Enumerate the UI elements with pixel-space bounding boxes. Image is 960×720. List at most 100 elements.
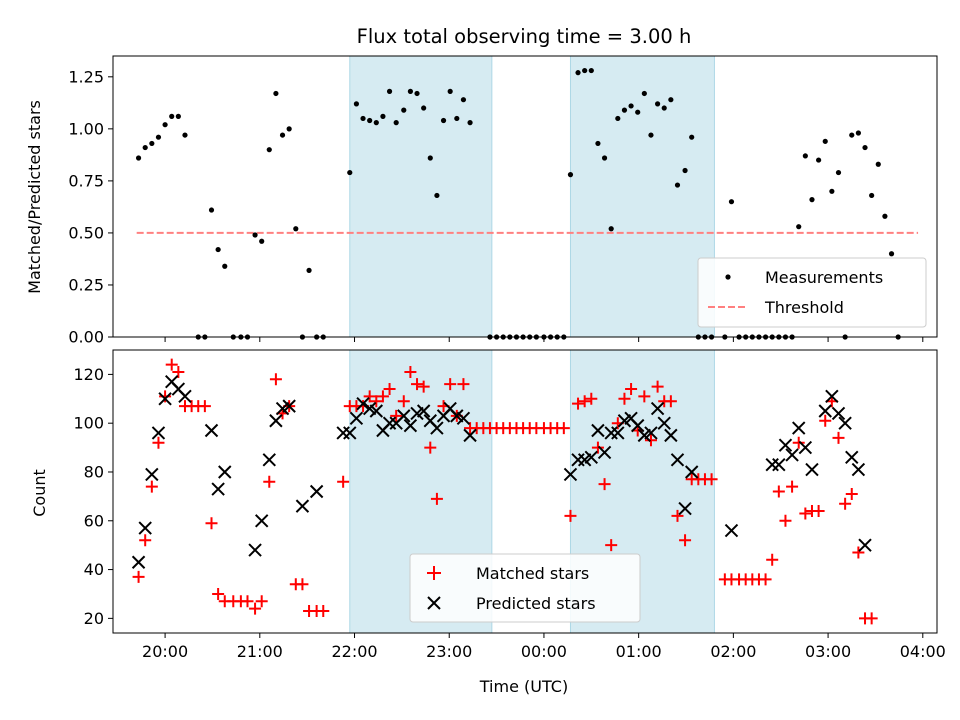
measurement-point [407, 88, 413, 94]
x-tick-label: 21:00 [237, 642, 283, 661]
measurement-point [367, 117, 373, 124]
predicted-star-point [218, 465, 232, 479]
shaded-interval-1 [349, 55, 493, 338]
measurement-point [149, 140, 155, 147]
matched-star-point [792, 436, 805, 449]
matched-star-point [786, 480, 799, 493]
predicted-star-point [684, 465, 699, 479]
matched-star-point [363, 390, 376, 403]
matched-star-point [705, 473, 718, 486]
chart-title: Flux total observing time = 3.00 h [357, 25, 692, 48]
matched-star-point [263, 475, 276, 488]
predicted-star-point [591, 423, 605, 438]
bottom-y-axis-label: Count [30, 469, 49, 517]
y-tick-label: 120 [73, 365, 104, 384]
measurement-point [286, 126, 292, 132]
predicted-star-point [456, 411, 471, 426]
y-tick-label: 100 [73, 414, 104, 433]
measurement-point [728, 199, 735, 205]
matched-star-point [417, 380, 430, 393]
matched-star-point [139, 534, 152, 547]
predicted-star-point [657, 416, 671, 430]
y-tick-label: 40 [84, 560, 104, 579]
measurement-point [882, 213, 888, 219]
measurement-point [279, 132, 286, 138]
measurement-point [615, 115, 621, 122]
measurement-point [621, 107, 628, 113]
matched-star-point [664, 395, 677, 408]
predicted-star-point [204, 423, 219, 438]
measurement-point [567, 172, 574, 178]
x-tick-label: 00:00 [521, 642, 567, 661]
measurement-point [601, 155, 608, 161]
measurement-point [434, 192, 440, 199]
predicted-star-point [563, 467, 578, 482]
measurement-point [393, 120, 399, 126]
matched-star-point [198, 400, 211, 413]
predicted-star-point [295, 499, 310, 513]
bottom-axes-frame [112, 349, 938, 634]
predicted-star-point [262, 453, 276, 467]
measurement-point [353, 101, 360, 107]
measurement-point [155, 134, 162, 140]
matched-star-point [205, 517, 218, 530]
matched-star-point [212, 587, 225, 600]
bottom-legend: Matched stars Predicted stars [409, 553, 641, 623]
x-tick-label: 04:00 [900, 642, 946, 661]
x-axis-label: Time (UTC) [479, 677, 568, 696]
matched-star-point [152, 436, 165, 449]
bottom-legend-box [409, 553, 641, 623]
matched-star-point [779, 514, 792, 527]
measurement-point [306, 267, 312, 273]
matched-star-point [638, 390, 651, 403]
matched-star-point [390, 409, 403, 422]
measurement-point [447, 88, 453, 94]
predicted-star-point [772, 457, 786, 472]
measurement-point [440, 117, 447, 124]
measurement-point [182, 132, 188, 138]
matched-star-point [255, 595, 268, 608]
predicted-star-point [851, 462, 866, 477]
measurement-point [380, 113, 386, 119]
matched-star-point [430, 492, 443, 505]
measurement-point [259, 238, 265, 244]
matched-star-point [644, 434, 657, 447]
measurement-point [822, 138, 828, 144]
measurement-point [608, 226, 614, 232]
predicted-star-point [463, 428, 477, 443]
matched-star-point [557, 422, 570, 435]
predicted-star-point [818, 404, 832, 418]
predicted-star-point [403, 418, 418, 433]
matched-star-point [799, 507, 812, 520]
bottom-y-ticks: 20 40 60 80 100 120 [73, 365, 113, 628]
matched-star-point [625, 383, 638, 396]
matched-star-point [564, 509, 577, 522]
top-y-ticks: 0.00 0.25 0.50 0.75 1.00 1.25 [68, 67, 113, 347]
y-tick-label: 1.25 [68, 67, 104, 86]
measurement-point [648, 132, 654, 138]
x-tick-label: 23:00 [426, 642, 472, 661]
y-tick-label: 1.00 [68, 119, 104, 138]
predicted-star-point [825, 389, 839, 404]
matched-star-point [337, 475, 350, 488]
predicted-star-point [597, 445, 612, 460]
predicted-star-point [845, 450, 859, 465]
y-tick-label: 20 [84, 609, 104, 628]
measurement-point [427, 155, 433, 161]
predicted-star-point [138, 521, 152, 535]
predicted-star-point [158, 392, 172, 406]
measurement-point [674, 182, 681, 188]
measurement-point [595, 140, 601, 147]
measurement-point [588, 67, 594, 74]
matched-star-point [404, 365, 417, 378]
matched-legend-marker [427, 566, 441, 580]
predicted-star-point [778, 438, 793, 452]
legend-label-predicted: Predicted stars [476, 594, 596, 613]
measurement-point [273, 90, 279, 97]
matched-star-point [598, 478, 611, 491]
legend-label-threshold: Threshold [764, 298, 844, 317]
predicted-star-point [805, 462, 819, 477]
measurement-point [266, 147, 272, 153]
measurement-point [869, 192, 875, 199]
